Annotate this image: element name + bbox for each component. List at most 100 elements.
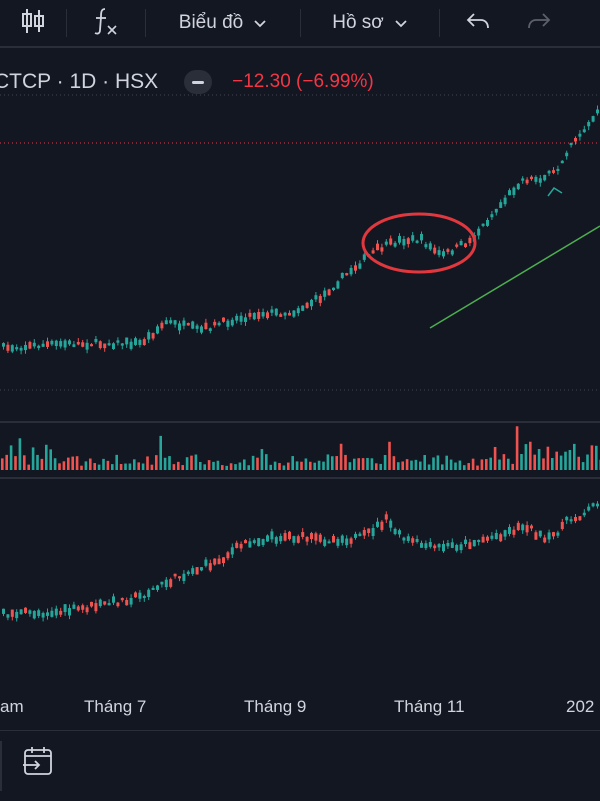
highlight-circle[interactable] <box>361 212 477 274</box>
candle <box>362 254 366 260</box>
candle <box>85 342 89 350</box>
undo-button[interactable] <box>440 0 516 47</box>
candle <box>433 545 437 549</box>
price-chart[interactable] <box>0 0 600 730</box>
candle <box>327 541 331 544</box>
volume-bar <box>14 456 17 470</box>
main-candles <box>2 105 599 355</box>
volume-bar <box>357 458 360 470</box>
volume-bar <box>361 458 365 470</box>
volume-bar <box>436 455 440 470</box>
volume-bar <box>150 464 154 470</box>
candle <box>120 598 124 601</box>
candle <box>54 608 58 616</box>
volume-bar <box>256 457 259 470</box>
volume-bar <box>533 454 536 470</box>
volume-bar <box>128 463 132 470</box>
candle <box>235 315 239 321</box>
volume-bar <box>181 465 184 470</box>
candle <box>406 238 410 245</box>
candle <box>512 529 516 535</box>
candle <box>354 265 357 271</box>
candle <box>402 239 406 246</box>
candle <box>94 603 98 612</box>
volume-bar <box>388 441 391 470</box>
volume-bar <box>58 463 61 470</box>
volume-bar <box>498 459 501 470</box>
collapse-legend-button[interactable] <box>184 70 213 94</box>
candle <box>46 612 49 616</box>
candle <box>129 597 133 605</box>
candle <box>591 116 595 122</box>
volume-bar <box>260 449 264 470</box>
candle <box>574 516 577 522</box>
symbol-title[interactable]: CTCP · 1D · HSX <box>0 70 159 93</box>
redo-icon <box>527 12 551 35</box>
trend-line[interactable] <box>429 225 600 329</box>
volume-bar <box>586 454 589 470</box>
volume-bar <box>172 464 176 470</box>
profile-menu-button[interactable]: Hồ sơ <box>301 0 439 47</box>
volume-bar <box>568 449 572 470</box>
candlestick-type-button[interactable] <box>0 0 66 47</box>
arrow-marker[interactable] <box>547 186 563 197</box>
volume-bar <box>106 460 110 470</box>
candle <box>10 609 14 617</box>
volume-bar <box>463 465 466 470</box>
candle <box>468 237 472 244</box>
candle <box>200 567 203 571</box>
candle <box>384 514 388 520</box>
volume-bar <box>71 456 74 470</box>
candle <box>292 536 296 543</box>
volume-bar <box>515 426 519 470</box>
volume-bar <box>238 462 242 470</box>
volume-bar <box>559 455 563 470</box>
candle <box>72 604 76 609</box>
candle <box>345 273 349 276</box>
candle <box>354 533 357 538</box>
volume-bar <box>278 463 281 470</box>
volume-bar <box>458 460 462 470</box>
candle <box>6 614 10 618</box>
candle <box>24 344 27 351</box>
candle <box>336 538 340 546</box>
candle <box>582 512 586 516</box>
volume-bar <box>339 443 343 470</box>
indicators-button[interactable] <box>67 0 145 47</box>
volume-bars <box>1 426 600 470</box>
candle <box>525 525 529 533</box>
chart-menu-button[interactable]: Biểu đồ <box>146 0 300 47</box>
candle <box>433 247 437 254</box>
candle <box>279 314 283 317</box>
candle <box>41 612 45 618</box>
candle <box>534 532 538 540</box>
volume-bar <box>401 461 404 470</box>
volume-bar <box>326 454 330 470</box>
candle <box>459 544 463 551</box>
volume-bar <box>564 451 567 470</box>
candle <box>116 602 120 607</box>
candle <box>358 263 362 269</box>
candle <box>169 579 173 587</box>
volume-bar <box>133 459 136 470</box>
candle <box>283 533 287 541</box>
redo-button[interactable] <box>516 0 562 47</box>
candle <box>142 595 146 599</box>
candle <box>376 243 379 251</box>
candle <box>411 538 415 543</box>
volume-bar <box>383 455 387 470</box>
symbol-legend: CTCP · 1D · HSX −12.30 (−6.99%) <box>0 70 374 94</box>
volume-bar <box>370 458 374 470</box>
volume-bar <box>595 445 598 470</box>
toolbar-divider <box>66 9 67 37</box>
go-to-date-icon[interactable] <box>22 745 56 782</box>
candle <box>310 299 313 307</box>
candle <box>340 272 344 278</box>
candle <box>68 340 71 345</box>
candle <box>226 552 230 559</box>
volume-bar <box>520 454 523 470</box>
candle <box>288 312 291 316</box>
candle <box>516 183 520 190</box>
candle <box>340 535 344 543</box>
volume-bar <box>410 460 413 470</box>
